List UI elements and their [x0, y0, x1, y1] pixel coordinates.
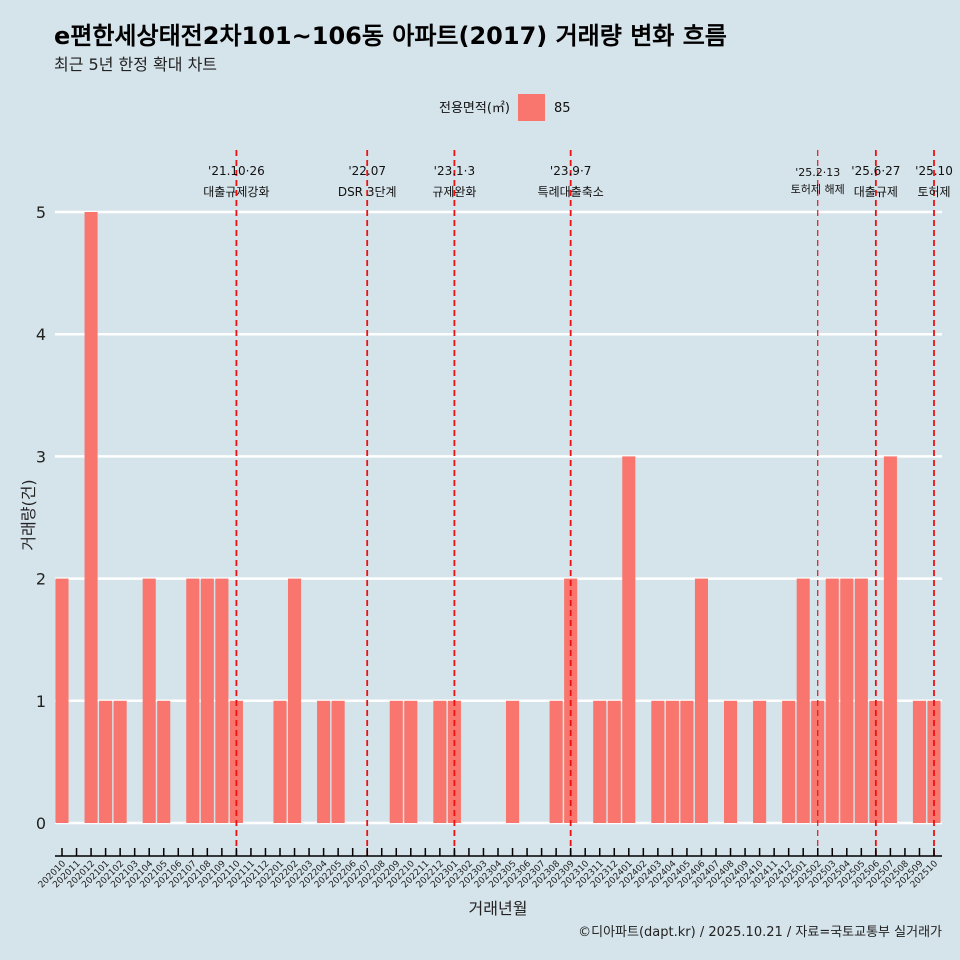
- bar-202101: [99, 700, 113, 823]
- event-text-label: 토허제 해제: [791, 182, 845, 196]
- y-tick-label: 0: [36, 814, 46, 833]
- event-date-label: '21.10·26: [208, 164, 265, 178]
- bar-202105: [157, 700, 171, 823]
- chart-title: e편한세상태전2차101~106동 아파트(2017) 거래량 변화 흐름: [54, 22, 727, 50]
- bar-202201: [273, 700, 287, 823]
- bar-202205: [331, 700, 345, 823]
- bar-202405: [680, 700, 694, 823]
- chart-subtitle: 최근 5년 한정 확대 차트: [54, 55, 217, 74]
- legend-label: 85: [554, 101, 571, 116]
- legend-swatch: [518, 94, 545, 121]
- bar-202410: [753, 700, 767, 823]
- event-date-label: '25.6·27: [851, 164, 900, 178]
- event-lines: '21.10·26 대출규제강화 '22.07 DSR 3단계 '23.1·3 규제완화 '…: [203, 150, 953, 856]
- bar-202202: [287, 578, 302, 823]
- bar-202404: [665, 700, 679, 823]
- bar-202403: [651, 700, 665, 823]
- y-tick-label: 5: [36, 203, 46, 222]
- y-tick-label: 1: [36, 692, 46, 711]
- event-date-label: '23.1·3: [434, 164, 475, 178]
- bar-202509: [912, 700, 927, 823]
- bar-202401: [622, 456, 636, 823]
- event-date-label: '25.2·13: [795, 166, 840, 179]
- y-tick-label: 4: [36, 325, 46, 344]
- event-date-label: '22.07: [348, 164, 386, 178]
- event-date-label: '23.9·7: [550, 164, 591, 178]
- y-tick-label: 3: [36, 447, 46, 466]
- event-text-label: 대출규제: [854, 185, 898, 199]
- event-text-label: 규제완화: [432, 185, 476, 199]
- bar-202505: [854, 578, 868, 823]
- bar-202412: [782, 700, 796, 823]
- bar-202209: [389, 700, 403, 823]
- y-axis: 0 1 2 3 4 5: [36, 203, 46, 833]
- bar-202010: [55, 578, 69, 823]
- bar-202012: [84, 212, 98, 823]
- bar-202501: [796, 578, 810, 823]
- y-axis-title: 거래량(건): [19, 479, 38, 550]
- bar-202109: [215, 578, 229, 823]
- bar-202311: [593, 700, 607, 823]
- bar-202305: [505, 700, 520, 823]
- bar-202108: [200, 578, 214, 823]
- bar-202312: [607, 700, 621, 823]
- bar-202503: [825, 578, 839, 823]
- bar-202212: [433, 700, 447, 823]
- caption: ©디아파트(dapt.kr) / 2025.10.21 / 자료=국토교통부 실…: [578, 925, 942, 940]
- bar-202102: [113, 700, 127, 823]
- bar-202107: [186, 578, 200, 823]
- legend-title: 전용면적(㎡): [439, 101, 510, 116]
- event-text-label: 토허제: [917, 185, 950, 199]
- event-text-label: 특례대출축소: [538, 185, 604, 199]
- bars: [55, 212, 941, 823]
- y-tick-label: 2: [36, 570, 46, 589]
- bar-202104: [142, 578, 156, 823]
- bar-202204: [317, 700, 331, 823]
- event-text-label: 대출규제강화: [203, 185, 269, 199]
- legend: 전용면적(㎡) 85: [439, 94, 571, 121]
- bar-202406: [694, 578, 709, 823]
- bar-202210: [404, 700, 418, 823]
- x-axis-title: 거래년월: [469, 899, 528, 918]
- bar-202308: [549, 700, 563, 823]
- x-axis: 2020102020112020122021012021022021032021…: [37, 848, 942, 890]
- bar-202408: [723, 700, 738, 823]
- bar-202507: [883, 456, 897, 823]
- event-text-label: DSR 3단계: [338, 185, 397, 199]
- bar-202504: [840, 578, 854, 823]
- event-date-label: '25.10: [915, 164, 953, 178]
